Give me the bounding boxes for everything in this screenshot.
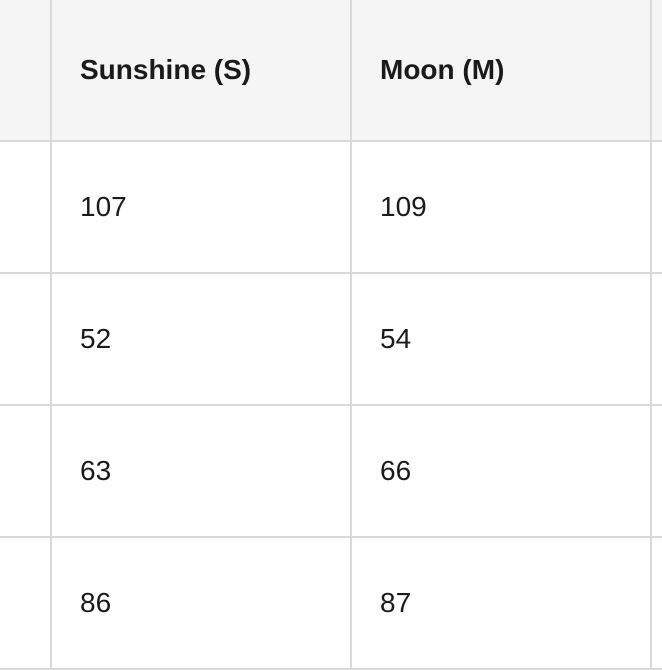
peek-header	[651, 0, 662, 141]
stub-cell	[0, 537, 51, 669]
column-header-moon: Moon (M)	[351, 0, 651, 141]
stub-cell	[0, 273, 51, 405]
peek-cell	[651, 141, 662, 273]
cell-sunshine: 86	[51, 537, 351, 669]
cell-sunshine: 107	[51, 141, 351, 273]
table-header-row: Sunshine (S) Moon (M)	[0, 0, 662, 141]
cell-moon: 109	[351, 141, 651, 273]
table-row: 86 87	[0, 537, 662, 669]
cell-moon: 87	[351, 537, 651, 669]
cell-moon: 66	[351, 405, 651, 537]
cell-sunshine: 63	[51, 405, 351, 537]
data-table: Sunshine (S) Moon (M) 107 109 52 54 63	[0, 0, 662, 670]
table-row: 107 109	[0, 141, 662, 273]
stub-cell	[0, 141, 51, 273]
column-header-sunshine: Sunshine (S)	[51, 0, 351, 141]
peek-cell	[651, 405, 662, 537]
peek-cell	[651, 273, 662, 405]
table-container: Sunshine (S) Moon (M) 107 109 52 54 63	[0, 0, 662, 662]
stub-cell	[0, 405, 51, 537]
table-row: 52 54	[0, 273, 662, 405]
peek-cell	[651, 537, 662, 669]
cell-sunshine: 52	[51, 273, 351, 405]
table-row: 63 66	[0, 405, 662, 537]
cell-moon: 54	[351, 273, 651, 405]
stub-header	[0, 0, 51, 141]
